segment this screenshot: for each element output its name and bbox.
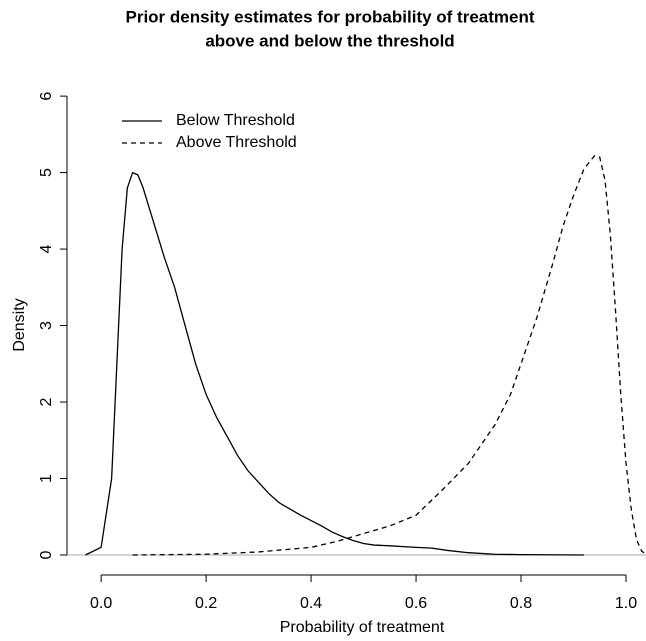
y-tick-label: 4 — [38, 245, 55, 254]
density-line — [132, 155, 646, 556]
density-line — [85, 171, 585, 556]
y-tick-label: 0 — [38, 550, 55, 559]
chart-title: Prior density estimates for probability … — [125, 7, 534, 26]
y-axis-label: Density — [11, 298, 28, 351]
x-tick-label: 0.8 — [510, 595, 532, 612]
x-tick-label: 0.2 — [195, 595, 217, 612]
y-tick-label: 1 — [38, 474, 55, 483]
x-tick-label: 0.6 — [405, 595, 427, 612]
x-tick-label: 0.0 — [90, 595, 112, 612]
legend-label: Above Threshold — [176, 134, 297, 151]
chart-title: above and below the threshold — [205, 31, 454, 50]
y-tick-label: 6 — [38, 92, 55, 101]
y-tick-label: 2 — [38, 397, 55, 406]
y-tick-label: 3 — [38, 321, 55, 330]
x-axis-label: Probability of treatment — [280, 619, 445, 636]
y-tick-label: 5 — [38, 168, 55, 177]
x-tick-label: 1.0 — [615, 595, 637, 612]
x-tick-label: 0.4 — [300, 595, 322, 612]
legend-label: Below Threshold — [176, 112, 295, 129]
